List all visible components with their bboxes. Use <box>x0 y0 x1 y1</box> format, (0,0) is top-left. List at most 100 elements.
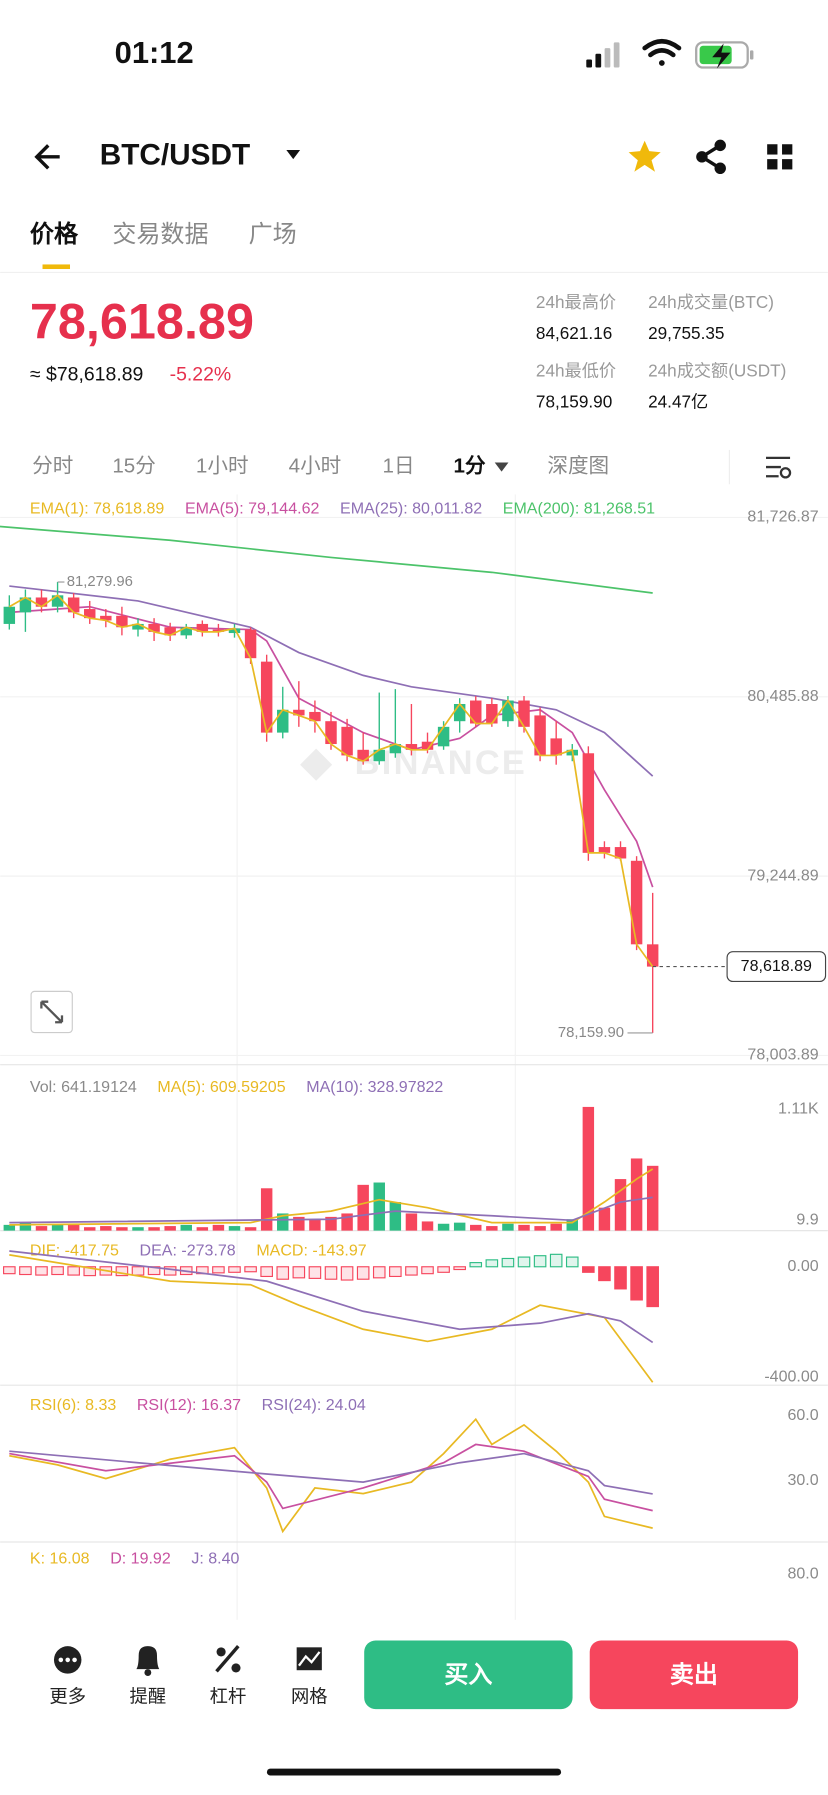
y-tick-label: 60.0 <box>788 1406 819 1424</box>
stat-label: 24h成交额(USDT) <box>648 361 786 381</box>
high-marker-label: 81,279.96 <box>67 574 133 590</box>
macd-bar <box>131 1266 145 1276</box>
interval-tab[interactable]: 4小时 <box>289 455 342 478</box>
home-indicator <box>266 1768 562 1776</box>
buy-button[interactable] <box>364 1640 573 1710</box>
y-tick-label: 78,003.89 <box>747 1046 818 1064</box>
interval-tab[interactable]: 1小时 <box>196 455 249 478</box>
pair-dropdown[interactable] <box>286 149 301 160</box>
macd-bar <box>83 1266 97 1277</box>
interval-tab[interactable]: 1分 <box>453 455 485 478</box>
ema1-line <box>8 594 654 968</box>
y-tick-label: 80.0 <box>788 1564 819 1582</box>
macd-bar <box>614 1266 627 1290</box>
action-label[interactable]: 杠杆 <box>210 1686 247 1707</box>
macd-bar <box>453 1266 466 1271</box>
buy-label[interactable]: 买入 <box>444 1661 492 1688</box>
candle-body <box>518 700 530 727</box>
more-icon[interactable] <box>53 1646 82 1674</box>
macd-bar <box>549 1253 563 1268</box>
action-label[interactable]: 网格 <box>291 1686 328 1707</box>
candle-body <box>598 847 611 853</box>
volume-bar <box>277 1213 289 1231</box>
pair-title[interactable]: BTC/USDT <box>100 139 250 172</box>
indicator-line <box>9 585 654 777</box>
macd-bar <box>565 1256 579 1268</box>
expand-button[interactable] <box>30 990 73 1034</box>
macd-bar <box>292 1266 306 1279</box>
volume-bar <box>19 1222 32 1231</box>
sell-button[interactable] <box>589 1640 799 1710</box>
indicator-legend: MA(10): 328.97822 <box>306 1078 443 1096</box>
macd-bar <box>212 1266 225 1274</box>
volume-bar <box>100 1226 112 1231</box>
candle-body <box>486 703 498 724</box>
clock: 01:12 <box>115 35 194 70</box>
interval-dropdown <box>494 462 509 472</box>
candle-body <box>550 738 562 756</box>
wifi-icon <box>642 38 682 66</box>
macd-bar <box>582 1266 595 1273</box>
indicator-legend: RSI(6): 8.33 <box>30 1396 116 1414</box>
share-button[interactable] <box>696 139 726 175</box>
volume-bar <box>309 1219 321 1231</box>
grid-icon[interactable] <box>296 1647 322 1671</box>
tab[interactable]: 广场 <box>249 221 297 248</box>
macd-bar <box>3 1266 16 1275</box>
volume-bar <box>389 1202 402 1231</box>
candle-body <box>389 744 402 754</box>
volume-bar <box>405 1213 418 1231</box>
indicator-legend: DEA: -273.78 <box>140 1241 236 1259</box>
interval-tab[interactable]: 15分 <box>112 455 156 478</box>
volume-bar <box>357 1184 369 1231</box>
indicator-legend: RSI(12): 16.37 <box>137 1396 241 1414</box>
watermark-logo <box>300 748 333 781</box>
indicator-legend: EMA(25): 80,011.82 <box>340 500 482 518</box>
y-tick-label: 81,726.87 <box>747 508 818 526</box>
macd-bar <box>389 1266 402 1278</box>
action-label[interactable]: 更多 <box>49 1686 86 1707</box>
y-tick-label: 80,485.88 <box>747 687 818 705</box>
macd-bar <box>35 1266 48 1276</box>
tab[interactable]: 交易数据 <box>112 221 208 248</box>
interval-tab[interactable]: 深度图 <box>547 455 609 478</box>
volume-bar <box>116 1227 128 1231</box>
volume-bar <box>373 1182 385 1231</box>
candle-body <box>421 741 434 750</box>
macd-bar <box>163 1266 177 1276</box>
volume-bar <box>293 1216 305 1231</box>
action-label[interactable]: 提醒 <box>130 1686 167 1707</box>
grid-menu[interactable] <box>767 144 793 170</box>
candle-body <box>84 609 96 619</box>
stat-value: 84,621.16 <box>536 323 612 343</box>
tab[interactable]: 价格 <box>30 221 79 248</box>
candle-body <box>325 721 337 745</box>
leverage-icon[interactable] <box>215 1645 241 1673</box>
indicator-legend: MA(5): 609.59205 <box>157 1078 285 1096</box>
macd-bar <box>260 1266 273 1278</box>
indicator-line <box>9 1254 654 1383</box>
y-tick-label: 30.0 <box>788 1471 819 1489</box>
low-marker-label: 78,159.90 <box>558 1025 624 1041</box>
interval-tab[interactable]: 分时 <box>32 455 73 478</box>
candle-body <box>164 627 176 636</box>
interval-tab[interactable]: 1日 <box>383 455 415 478</box>
candle-body <box>244 629 257 659</box>
macd-bar <box>437 1266 450 1273</box>
macd-bar <box>308 1266 322 1279</box>
alert-icon[interactable] <box>136 1646 160 1676</box>
signal-icon <box>586 42 620 68</box>
back-button[interactable] <box>34 144 60 170</box>
candle-body <box>148 623 160 632</box>
volume-bar <box>518 1224 530 1231</box>
macd-bar <box>485 1259 499 1268</box>
volume-bar <box>421 1221 434 1231</box>
sell-label[interactable]: 卖出 <box>670 1661 718 1688</box>
candle-body <box>196 623 209 632</box>
chart-settings[interactable] <box>766 456 792 479</box>
favorite-star[interactable] <box>628 140 661 172</box>
candle-body <box>534 715 546 756</box>
macd-bar <box>630 1266 643 1301</box>
indicator-legend: D: 19.92 <box>110 1549 171 1567</box>
